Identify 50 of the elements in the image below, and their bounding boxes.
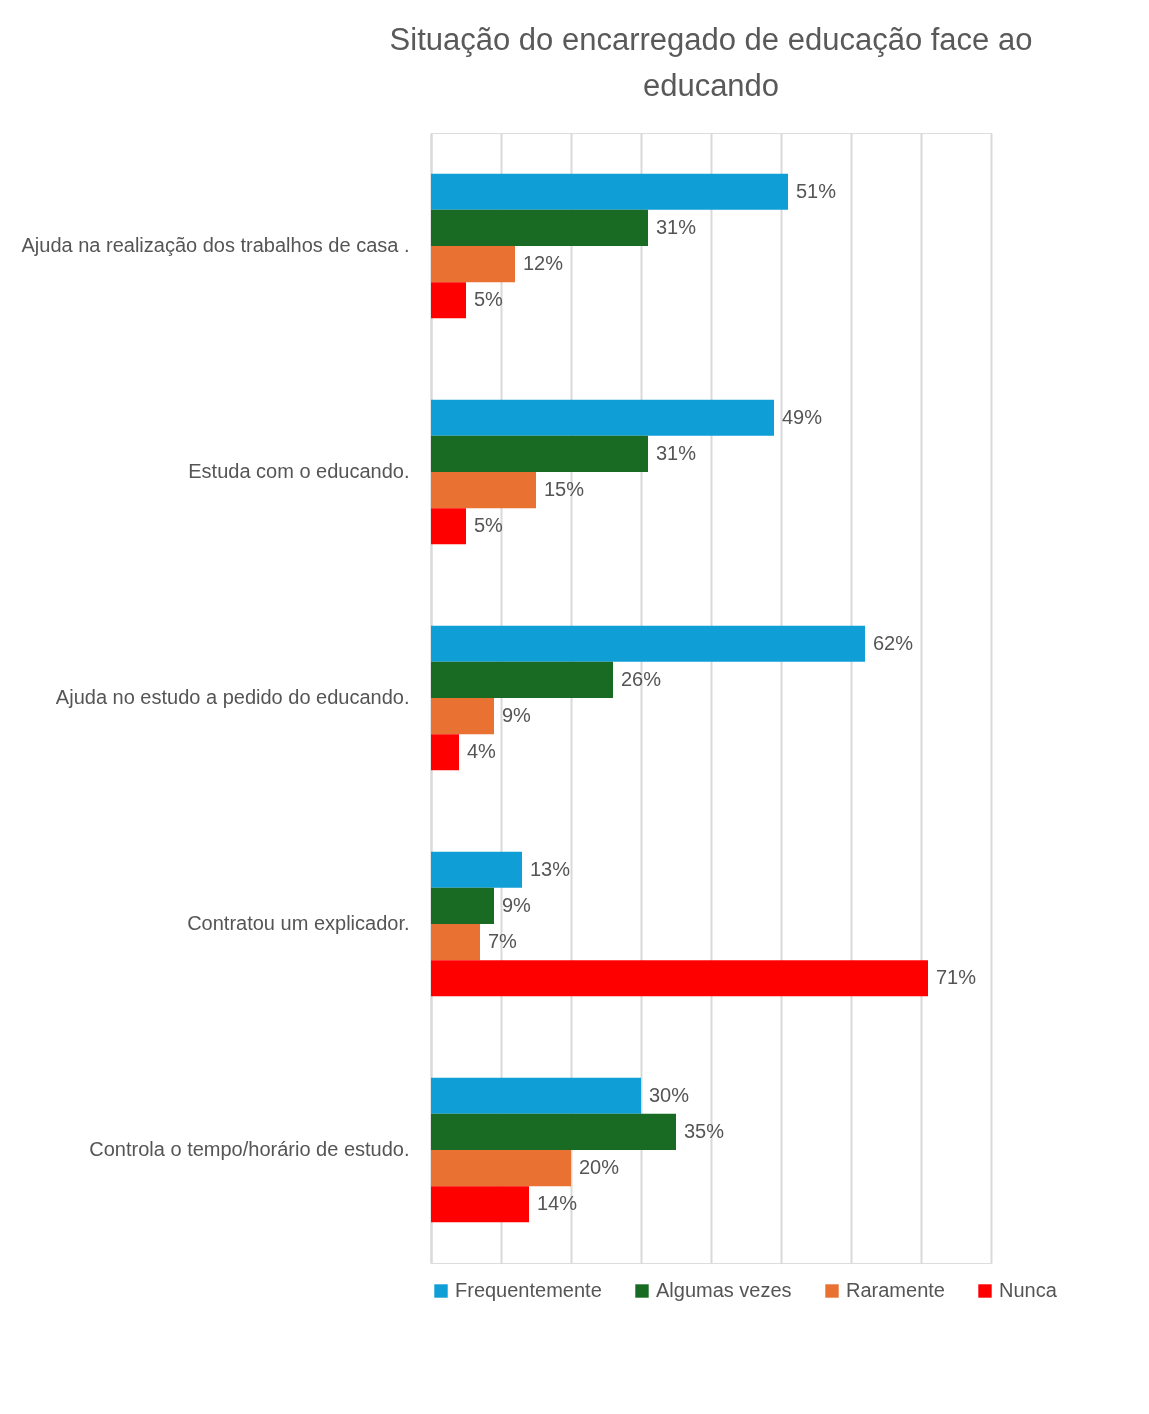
data-label: 12% [523,252,564,275]
chart-title: Situação do encarregado de educação face ao educando [389,22,1033,103]
data-label: 31% [656,215,697,238]
bar [431,246,515,283]
data-label: 5% [474,514,504,537]
data-label: 13% [530,857,571,880]
y-tick-label: Contratou um explicador. [187,912,410,934]
y-tick-label: Ajuda no estudo a pedido do educando. [55,686,410,708]
bar [431,1186,529,1223]
bar [431,851,522,888]
data-label: 49% [782,405,823,428]
legend-label: Algumas vezes [656,1279,792,1301]
legend-label: Raramente [846,1279,945,1301]
bar [431,661,613,698]
data-label: 35% [684,1119,725,1142]
data-label: 7% [488,930,518,953]
bar [431,508,466,545]
data-label: 20% [579,1156,620,1179]
bar [431,282,466,319]
data-label: 62% [873,631,914,654]
bar [431,1150,571,1187]
bar [431,887,494,924]
bar [431,209,648,246]
bar [431,924,480,961]
y-tick-label: Estuda com o educando. [188,460,410,482]
data-label: 14% [537,1192,578,1215]
data-label: 5% [474,288,504,311]
bar [431,960,928,997]
data-label: 51% [796,179,837,202]
y-tick-label: Controla o tempo/horário de estudo. [89,1138,410,1160]
bar [431,435,648,472]
bar [431,1113,676,1150]
bar [431,173,788,210]
bar [431,472,536,509]
bar [431,698,494,735]
data-label: 30% [649,1083,690,1106]
data-label: 15% [544,478,585,501]
y-tick-label: Ajuda na realização dos trabalhos de casa . [21,234,410,256]
data-label: 71% [936,966,977,989]
legend-label: Nunca [999,1279,1058,1301]
data-label: 31% [656,441,697,464]
data-label: 4% [467,740,497,763]
bar [431,734,459,771]
data-label: 9% [502,704,532,727]
data-label: 9% [502,893,532,916]
bar [431,625,865,662]
bar [431,1077,641,1114]
data-label: 26% [621,667,662,690]
bar [431,399,774,436]
legend-label: Frequentemente [455,1279,602,1301]
